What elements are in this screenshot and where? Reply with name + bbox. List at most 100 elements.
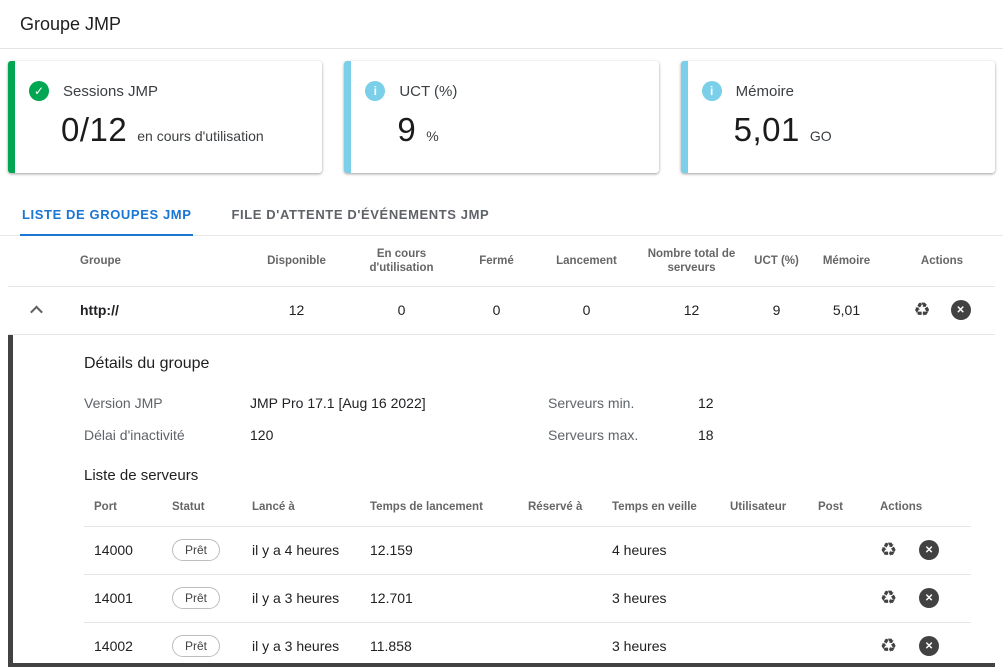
cell-post <box>808 574 870 623</box>
card-unit: en cours d'utilisation <box>137 128 264 144</box>
server-table-header-row: Port Statut Lancé à Temps de lancement R… <box>84 487 971 527</box>
restart-group-icon[interactable]: ♻ <box>913 299 931 321</box>
field-value-delai: 120 <box>250 426 274 443</box>
cell-port: 14001 <box>84 574 162 623</box>
col-port: Port <box>84 487 162 527</box>
page-header: Groupe JMP <box>0 0 1003 49</box>
info-icon: i <box>365 81 386 101</box>
col-utilisateur: Utilisateur <box>720 487 808 527</box>
main-content: Groupe Disponible En cours d'utilisation… <box>8 236 995 667</box>
cell-total-serveurs: 12 <box>634 286 749 335</box>
cell-port: 14000 <box>84 526 162 575</box>
tab-bar: LISTE DE GROUPES JMP FILE D'ATTENTE D'ÉV… <box>0 187 1003 236</box>
col-memoire: Mémoire <box>804 236 889 287</box>
cell-utilisateur <box>720 526 808 575</box>
cell-lance-a: il y a 3 heures <box>242 622 360 667</box>
col-temps-veille: Temps en veille <box>602 487 720 527</box>
card-label: Sessions JMP <box>63 82 159 100</box>
card-label: UCT (%) <box>399 82 458 100</box>
cell-reserve-a <box>518 526 602 575</box>
info-icon: i <box>701 81 722 101</box>
servers-title: Liste de serveurs <box>84 466 199 484</box>
cell-temps-lancement: 12.701 <box>360 574 518 623</box>
group-details-panel: Détails du groupe Version JMP JMP Pro 17… <box>8 334 995 667</box>
cell-lancement: 0 <box>539 286 634 335</box>
cell-utilisateur <box>720 622 808 667</box>
group-table: Groupe Disponible En cours d'utilisation… <box>8 236 995 335</box>
col-post: Post <box>808 487 870 527</box>
cell-reserve-a <box>518 622 602 667</box>
card-memory: i Mémoire 5,01 GO <box>680 61 995 173</box>
cell-groupe: http:// <box>64 286 244 335</box>
field-value-version: JMP Pro 17.1 [Aug 16 2022] <box>250 394 426 411</box>
terminate-server-icon[interactable]: ✕ <box>919 636 940 656</box>
restart-server-icon[interactable]: ♻ <box>880 635 898 657</box>
field-value-serveurs-max: 18 <box>698 426 714 443</box>
card-label: Mémoire <box>735 82 795 100</box>
details-fields: Version JMP JMP Pro 17.1 [Aug 16 2022] S… <box>84 393 971 445</box>
cell-port: 14002 <box>84 622 162 667</box>
cell-lance-a: il y a 4 heures <box>242 526 360 575</box>
cell-disponible: 12 <box>244 286 349 335</box>
col-actions: Actions <box>889 236 995 287</box>
card-value: 9 <box>397 111 417 148</box>
server-row: 14002 Prêt il y a 3 heures 11.858 3 heur… <box>84 622 971 667</box>
card-unit: GO <box>809 128 832 144</box>
col-total-serveurs: Nombre total de serveurs <box>634 236 749 287</box>
col-lance-a: Lancé à <box>242 487 360 527</box>
cell-post <box>808 526 870 575</box>
cell-uct: 9 <box>749 286 804 335</box>
expand-column-header <box>8 236 64 287</box>
cell-reserve-a <box>518 574 602 623</box>
field-label-serveurs-max: Serveurs max. <box>548 426 639 443</box>
tab-liste-groupes-jmp[interactable]: LISTE DE GROUPES JMP <box>20 193 194 236</box>
cell-temps-lancement: 12.159 <box>360 526 518 575</box>
col-uct: UCT (%) <box>749 236 804 287</box>
cell-ferme: 0 <box>454 286 539 335</box>
terminate-server-icon[interactable]: ✕ <box>919 588 940 608</box>
group-row: http:// 12 0 0 0 12 9 5,01 ♻ ✕ <box>8 286 995 335</box>
terminate-server-icon[interactable]: ✕ <box>919 540 940 560</box>
card-sessions: ✓ Sessions JMP 0/12 en cours d'utilisati… <box>8 61 323 173</box>
field-value-serveurs-min: 12 <box>698 394 714 411</box>
status-badge: Prêt <box>172 635 221 657</box>
group-table-header-row: Groupe Disponible En cours d'utilisation… <box>8 236 995 287</box>
status-badge: Prêt <box>172 587 221 609</box>
cell-temps-veille: 3 heures <box>602 574 720 623</box>
details-title: Détails du groupe <box>84 354 210 372</box>
col-groupe: Groupe <box>64 236 244 287</box>
cell-lance-a: il y a 3 heures <box>242 574 360 623</box>
col-actions: Actions <box>870 487 971 527</box>
col-reserve-a: Réservé à <box>518 487 602 527</box>
cell-post <box>808 622 870 667</box>
col-disponible: Disponible <box>244 236 349 287</box>
cell-temps-lancement: 11.858 <box>360 622 518 667</box>
col-temps-lancement: Temps de lancement <box>360 487 518 527</box>
col-statut: Statut <box>162 487 242 527</box>
restart-server-icon[interactable]: ♻ <box>880 587 898 609</box>
card-value: 0/12 <box>61 111 128 148</box>
check-circle-icon: ✓ <box>29 81 49 101</box>
cell-utilisateur <box>720 574 808 623</box>
col-lancement: Lancement <box>539 236 634 287</box>
field-label-serveurs-min: Serveurs min. <box>548 394 635 411</box>
tab-file-attente-evenements[interactable]: FILE D'ATTENTE D'ÉVÉNEMENTS JMP <box>229 193 491 236</box>
field-label-delai: Délai d'inactivité <box>84 426 185 443</box>
server-table: Port Statut Lancé à Temps de lancement R… <box>84 487 971 667</box>
status-badge: Prêt <box>172 539 221 561</box>
terminate-group-icon[interactable]: ✕ <box>950 300 971 320</box>
restart-server-icon[interactable]: ♻ <box>880 539 898 561</box>
cell-en-cours: 0 <box>349 286 454 335</box>
collapse-row-button[interactable] <box>8 287 64 334</box>
server-row: 14000 Prêt il y a 4 heures 12.159 4 heur… <box>84 526 971 575</box>
page-title: Groupe JMP <box>20 14 122 34</box>
chevron-up-icon <box>29 305 43 318</box>
cell-memoire: 5,01 <box>804 286 889 335</box>
card-value: 5,01 <box>733 111 800 148</box>
cell-temps-veille: 3 heures <box>602 622 720 667</box>
cell-temps-veille: 4 heures <box>602 526 720 575</box>
col-en-cours: En cours d'utilisation <box>349 236 454 287</box>
stat-cards: ✓ Sessions JMP 0/12 en cours d'utilisati… <box>0 49 1003 187</box>
card-uct: i UCT (%) 9 % <box>344 61 659 173</box>
